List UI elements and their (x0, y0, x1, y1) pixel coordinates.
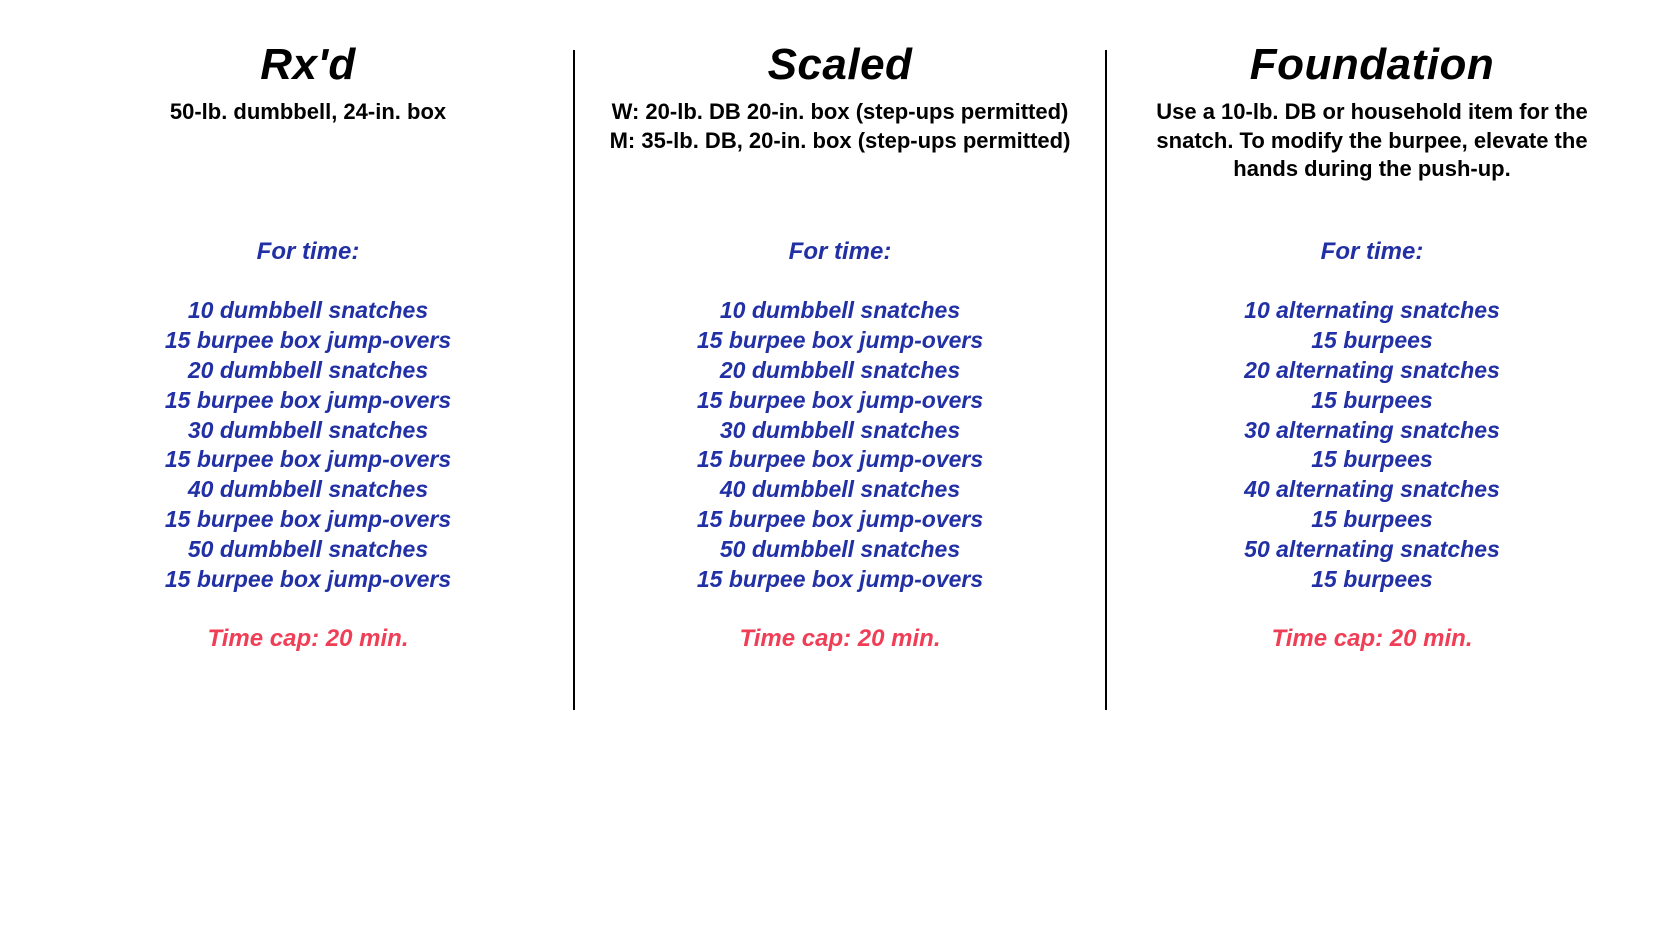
movement-line: 15 burpee box jump-overs (165, 505, 451, 535)
movement-line: 15 burpee box jump-overs (165, 326, 451, 356)
movements-foundation: 10 alternating snatches 15 burpees 20 al… (1244, 296, 1500, 595)
subtitle-rxd: 50-lb. dumbbell, 24-in. box (170, 98, 446, 188)
movement-line: 15 burpee box jump-overs (697, 565, 983, 595)
movement-line: 15 burpee box jump-overs (165, 386, 451, 416)
movement-line: 15 burpee box jump-overs (165, 565, 451, 595)
movement-line: 30 alternating snatches (1244, 416, 1500, 446)
movement-line: 50 dumbbell snatches (188, 535, 428, 565)
movements-rxd: 10 dumbbell snatches 15 burpee box jump-… (165, 296, 451, 595)
movement-line: 10 dumbbell snatches (188, 296, 428, 326)
title-foundation: Foundation (1250, 40, 1495, 90)
fortime-scaled: For time: (789, 238, 892, 266)
movement-line: 15 burpee box jump-overs (697, 445, 983, 475)
movement-line: 15 burpees (1311, 565, 1432, 595)
movement-line: 15 burpee box jump-overs (697, 386, 983, 416)
subtitle-scaled-line-0: W: 20-lb. DB 20-in. box (step-ups permit… (610, 98, 1071, 127)
movement-line: 40 dumbbell snatches (188, 475, 428, 505)
subtitle-foundation-line-2: hands during the push-up. (1156, 155, 1588, 184)
subtitle-scaled: W: 20-lb. DB 20-in. box (step-ups permit… (610, 98, 1071, 188)
movements-scaled: 10 dumbbell snatches 15 burpee box jump-… (697, 296, 983, 595)
movement-line: 15 burpee box jump-overs (165, 445, 451, 475)
subtitle-foundation: Use a 10-lb. DB or household item for th… (1156, 98, 1588, 188)
movement-line: 15 burpees (1311, 445, 1432, 475)
movement-line: 15 burpees (1311, 505, 1432, 535)
movement-line: 15 burpees (1311, 326, 1432, 356)
movement-line: 30 dumbbell snatches (720, 416, 960, 446)
column-rxd: Rx'd 50-lb. dumbbell, 24-in. box For tim… (43, 40, 573, 710)
title-scaled: Scaled (768, 40, 913, 90)
column-scaled: Scaled W: 20-lb. DB 20-in. box (step-ups… (575, 40, 1105, 710)
column-foundation: Foundation Use a 10-lb. DB or household … (1107, 40, 1637, 710)
movement-line: 40 alternating snatches (1244, 475, 1500, 505)
timecap-rxd: Time cap: 20 min. (208, 625, 409, 653)
subtitle-rxd-line-0: 50-lb. dumbbell, 24-in. box (170, 98, 446, 127)
movement-line: 20 alternating snatches (1244, 356, 1500, 386)
timecap-scaled: Time cap: 20 min. (740, 625, 941, 653)
subtitle-foundation-line-1: snatch. To modify the burpee, elevate th… (1156, 127, 1588, 156)
movement-line: 10 alternating snatches (1244, 296, 1500, 326)
movement-line: 20 dumbbell snatches (720, 356, 960, 386)
movement-line: 15 burpee box jump-overs (697, 505, 983, 535)
movement-line: 50 alternating snatches (1244, 535, 1500, 565)
subtitle-scaled-line-1: M: 35-lb. DB, 20-in. box (step-ups permi… (610, 127, 1071, 156)
title-rxd: Rx'd (260, 40, 356, 90)
subtitle-foundation-line-0: Use a 10-lb. DB or household item for th… (1156, 98, 1588, 127)
movement-line: 15 burpees (1311, 386, 1432, 416)
timecap-foundation: Time cap: 20 min. (1272, 625, 1473, 653)
movement-line: 50 dumbbell snatches (720, 535, 960, 565)
movement-line: 10 dumbbell snatches (720, 296, 960, 326)
movement-line: 20 dumbbell snatches (188, 356, 428, 386)
workout-grid: Rx'd 50-lb. dumbbell, 24-in. box For tim… (0, 0, 1680, 710)
movement-line: 30 dumbbell snatches (188, 416, 428, 446)
fortime-rxd: For time: (257, 238, 360, 266)
movement-line: 40 dumbbell snatches (720, 475, 960, 505)
fortime-foundation: For time: (1321, 238, 1424, 266)
movement-line: 15 burpee box jump-overs (697, 326, 983, 356)
